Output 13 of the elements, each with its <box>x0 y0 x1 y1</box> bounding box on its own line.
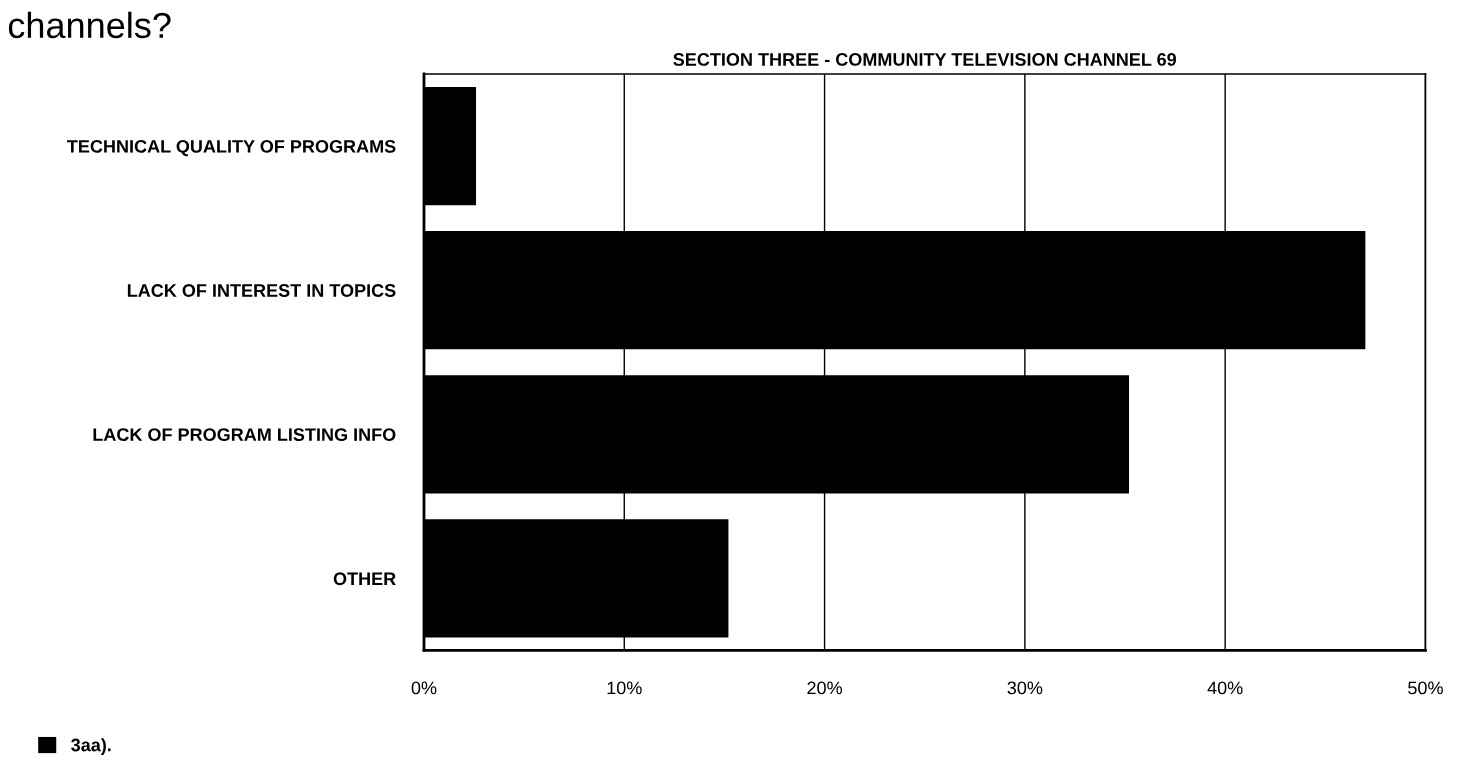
y-tick-label: LACK OF PROGRAM LISTING INFO <box>93 428 396 442</box>
y-tick-label: TECHNICAL QUALITY OF PROGRAMS <box>67 140 396 157</box>
chart-title: SECTION THREE - COMMUNITY TELEVISION CHANNEL 69 <box>673 53 1177 66</box>
x-tick-label: 30% <box>1007 681 1043 695</box>
x-tick-label: 50% <box>1408 681 1443 695</box>
text: channels? <box>8 11 171 39</box>
x-tick-label: 10% <box>607 681 642 695</box>
x-tick-label: 40% <box>1207 681 1243 695</box>
x-tick-label: 20% <box>807 681 842 695</box>
x-tick-label: 0% <box>411 681 437 695</box>
y-tick-label: LACK OF INTEREST IN TOPICS <box>127 284 396 297</box>
y-tick-label: OTHER <box>333 572 396 586</box>
legend-label: 3aa). <box>71 738 111 755</box>
